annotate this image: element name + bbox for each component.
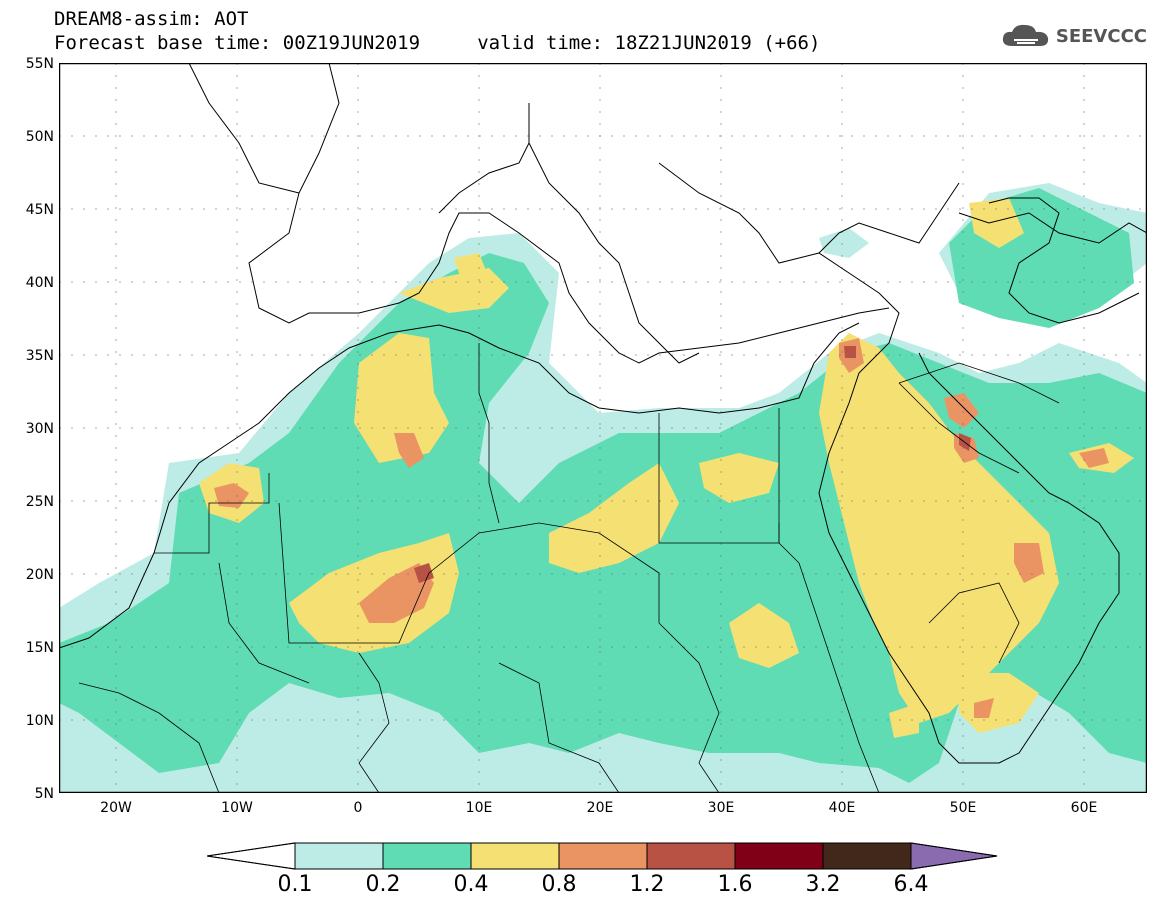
lon-label: 20E	[586, 800, 614, 816]
legend-swatch	[294, 842, 384, 870]
aot-contour-level-4	[214, 338, 1109, 718]
lat-label: 50N	[25, 129, 54, 145]
lon-label: 10E	[465, 800, 493, 816]
forecast-time-line: Forecast base time: 00Z19JUN2019 valid t…	[54, 32, 821, 54]
graticule	[59, 63, 1147, 793]
legend-level-label: 1.6	[717, 872, 753, 897]
legend-swatch	[734, 842, 824, 870]
legend-level-label: 0.1	[277, 872, 313, 897]
logo-text: SEEVCCC	[1055, 25, 1147, 47]
lat-label: 30N	[25, 421, 54, 437]
color-legend-bar	[207, 842, 998, 870]
legend-swatch	[646, 842, 736, 870]
legend-swatch	[822, 842, 912, 870]
lon-label: 40E	[828, 800, 856, 816]
legend-level-label: 0.8	[541, 872, 577, 897]
legend-swatch	[207, 842, 296, 870]
legend-level-label: 0.4	[453, 872, 489, 897]
cloud-icon	[1002, 24, 1048, 46]
lat-label: 45N	[25, 202, 54, 218]
seevccc-logo: SEEVCCC	[1000, 22, 1147, 50]
legend-swatch	[470, 842, 560, 870]
lat-label: 10N	[25, 713, 54, 729]
lon-label: 0	[353, 800, 363, 816]
lat-label: 15N	[25, 640, 54, 656]
lat-label: 5N	[34, 786, 54, 802]
lon-label: 20W	[100, 800, 132, 816]
lon-label: 30E	[707, 800, 735, 816]
legend-level-label: 0.2	[365, 872, 401, 897]
legend-swatch	[910, 842, 998, 870]
lat-label: 25N	[25, 494, 54, 510]
map-title: DREAM8-assim: AOT	[54, 8, 249, 30]
legend-level-label: 6.4	[893, 872, 929, 897]
lat-label: 40N	[25, 275, 54, 291]
aot-map	[59, 63, 1147, 793]
legend-level-label: 3.2	[805, 872, 841, 897]
lon-label: 10W	[221, 800, 253, 816]
lat-label: 55N	[25, 56, 54, 72]
legend-level-label: 1.2	[629, 872, 665, 897]
country-borders	[78, 343, 1060, 793]
lon-label: 50E	[949, 800, 977, 816]
lat-label: 35N	[25, 348, 54, 364]
aot-contour-level-3	[199, 198, 1134, 738]
lat-label: 20N	[25, 567, 54, 583]
coastlines	[59, 63, 1147, 764]
legend-swatch	[382, 842, 472, 870]
lon-label: 60E	[1070, 800, 1098, 816]
legend-swatch	[558, 842, 648, 870]
